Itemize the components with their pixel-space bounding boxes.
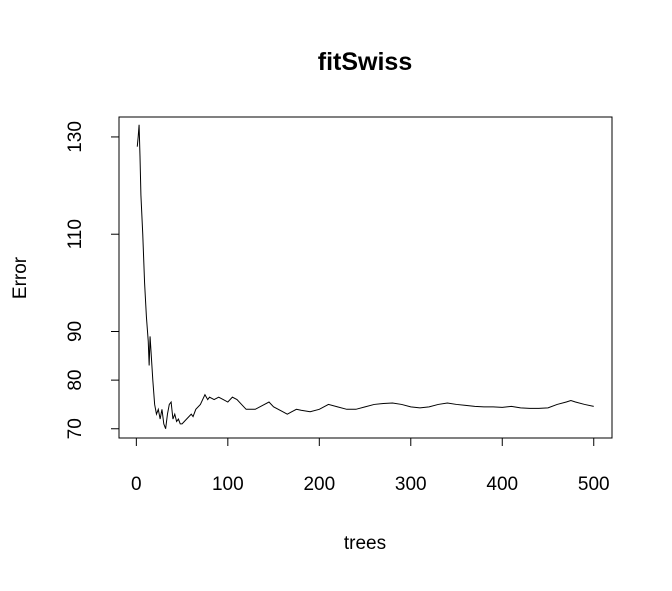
y-tick-label: 70 (65, 418, 86, 439)
x-axis-label: trees (344, 533, 386, 554)
plot-box (118, 116, 613, 439)
y-tick-label: 90 (65, 321, 86, 342)
y-axis-label: Error (10, 256, 31, 299)
x-tick-label: 400 (486, 474, 518, 495)
x-tick-label: 100 (212, 474, 244, 495)
y-tick-label: 80 (65, 370, 86, 391)
x-tick-label: 200 (303, 474, 335, 495)
y-tick-label: 130 (65, 121, 86, 153)
y-tick-label: 110 (65, 219, 86, 249)
x-tick-label: 500 (578, 474, 610, 495)
x-tick-label: 300 (395, 474, 427, 495)
chart-title: fitSwiss (318, 48, 412, 76)
line (136, 124, 594, 429)
x-tick-label: 0 (131, 474, 142, 495)
